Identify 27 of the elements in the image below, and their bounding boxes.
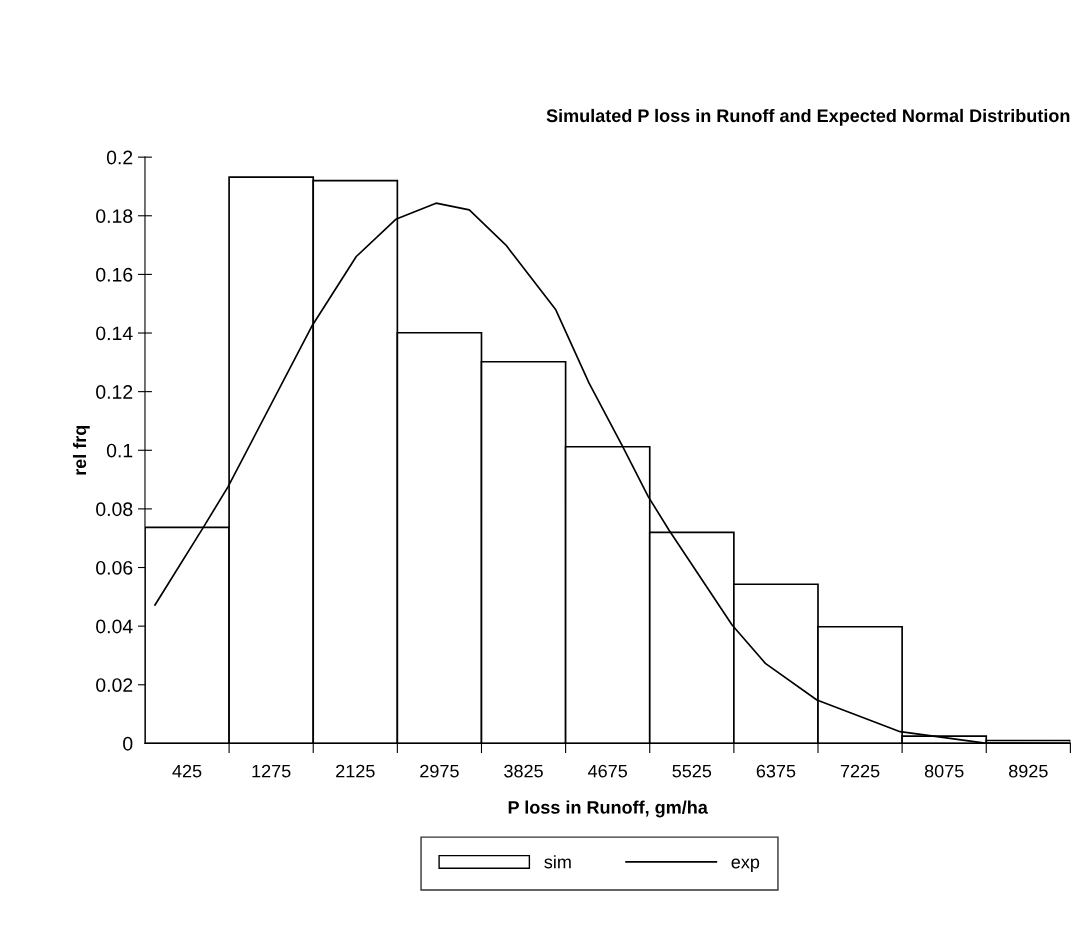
chart-subtitle: Simulated P loss in Runoff and Expected Normal Distribution	[546, 108, 1070, 126]
y-axis-title: rel frq	[72, 425, 90, 475]
y-tick-label: 0.02	[96, 678, 133, 692]
legend-label: exp	[731, 858, 760, 872]
y-tick-label: 0.08	[96, 502, 133, 517]
x-tick-label: 2975	[420, 764, 459, 778]
x-tick-label: 2125	[336, 764, 375, 778]
y-tick-label: 0.06	[96, 560, 133, 575]
x-tick-label: 4675	[588, 764, 627, 778]
x-tick-label: 8925	[1009, 764, 1048, 778]
y-tick-label: 0.2	[106, 150, 133, 165]
x-tick-label: 425	[172, 764, 202, 778]
x-tick-label: 6375	[756, 764, 796, 778]
x-tick-label: 3825	[504, 764, 543, 778]
x-tick-label: 5525	[672, 764, 712, 778]
x-tick-label: 7225	[840, 764, 880, 778]
x-tick-label: 1275	[252, 764, 291, 778]
y-tick-label: 0.12	[96, 385, 133, 399]
y-tick-label: 0.1	[106, 443, 133, 458]
x-axis-title: P loss in Runoff, gm/ha	[508, 800, 708, 818]
y-tick-label: 0.18	[96, 209, 133, 224]
x-tick-label: 8075	[924, 764, 964, 778]
y-tick-label: 0.16	[96, 267, 133, 282]
y-tick-label: 0.14	[96, 326, 133, 341]
legend-label: sim	[544, 855, 571, 869]
y-tick-label: 0	[123, 736, 133, 751]
y-tick-label: 0.04	[96, 619, 133, 634]
